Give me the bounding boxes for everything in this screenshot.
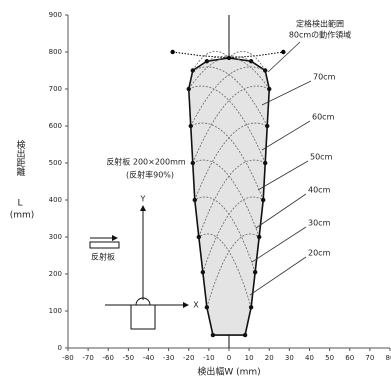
boundary-point [265, 123, 270, 129]
detection-area [187, 57, 271, 336]
range-label: 70cm [313, 73, 336, 82]
boundary-point [248, 305, 254, 310]
x-tick-label: -10 [203, 354, 214, 362]
leader-line [249, 256, 307, 296]
range-arc [192, 159, 260, 238]
x-tick-label: 70 [365, 354, 374, 362]
y-tick-label: 900 [49, 11, 62, 19]
leader-line [261, 80, 312, 106]
range-arc [188, 85, 266, 164]
x-tick-label: -50 [123, 354, 134, 362]
x-tick-label: 0 [227, 354, 231, 362]
x-tick-label: 30 [285, 354, 294, 362]
boundary-point [248, 59, 254, 64]
x-axis-label: 検出幅W (mm) [197, 366, 260, 378]
boundary-point [190, 160, 195, 166]
range-arc [192, 85, 270, 164]
boundary-point [188, 123, 193, 129]
x-tick-label: 60 [345, 354, 354, 362]
boundary-point [200, 269, 206, 275]
leader-line [251, 226, 307, 263]
range-arc [190, 122, 264, 201]
range-arc [198, 233, 252, 308]
range-arc [228, 50, 266, 71]
x-tick-label: -40 [143, 354, 154, 362]
boundary-point [190, 68, 195, 73]
max-range-line [172, 51, 284, 59]
x-tick-label: -60 [103, 354, 114, 362]
range-label: 50cm [310, 153, 333, 162]
range-arc [194, 122, 268, 201]
x-tick-label: 50 [325, 354, 334, 362]
y-axis-label: 検出距離 [15, 139, 26, 177]
range-arc [192, 66, 268, 127]
y-tick-label: 100 [49, 307, 62, 315]
axis-letter: Y [140, 195, 146, 204]
y-tick-label: 300 [49, 233, 62, 241]
leader-line [267, 41, 301, 73]
boundary-point [263, 160, 268, 166]
boundary-point [256, 234, 262, 240]
leader-line [257, 160, 309, 191]
x-tick-label: 80 [386, 354, 391, 362]
reflector [89, 241, 120, 249]
y-tick-label: 600 [49, 122, 62, 130]
annotation: 定格検出範囲 [296, 19, 344, 29]
sensor-head [135, 297, 151, 306]
range-label: 20cm [308, 249, 331, 258]
boundary-point [204, 305, 210, 310]
axis-letter: X [193, 301, 199, 310]
x-tick-label: -80 [62, 354, 73, 362]
range-label: 40cm [308, 186, 331, 195]
y-tick-label: 800 [49, 48, 62, 56]
y-tick-label: 0 [58, 344, 62, 352]
x-tick-label: 40 [305, 354, 314, 362]
reflector-label: 反射板 [91, 252, 115, 262]
range-arc [206, 55, 270, 90]
x-tick-label: -20 [183, 354, 194, 362]
x-tick-label: -30 [163, 354, 174, 362]
boundary-point [267, 86, 272, 92]
sensor-body [130, 304, 156, 330]
boundary-point [210, 332, 216, 338]
leader-line [261, 120, 311, 151]
boundary-point [196, 234, 202, 240]
range-label: 60cm [312, 113, 335, 122]
boundary-point [263, 68, 268, 73]
range-arc [206, 233, 260, 308]
x-tick-label: 10 [245, 354, 254, 362]
range-arc [190, 66, 266, 127]
annotation: 反射板 200×200mm [106, 157, 186, 167]
range-arc [188, 55, 252, 90]
y-axis-label: L [17, 199, 22, 209]
range-arc [192, 50, 230, 71]
boundary-point [186, 86, 191, 92]
range-arc [198, 159, 266, 238]
range-label: 30cm [308, 219, 331, 228]
boundary-point [192, 197, 197, 203]
range-arc [202, 196, 264, 273]
max-range-point [281, 49, 286, 55]
boundary-point [252, 269, 258, 275]
boundary-point [261, 197, 266, 203]
boundary-point [242, 332, 248, 338]
max-range-point [170, 49, 175, 55]
boundary-point [204, 59, 210, 64]
x-tick-label: 20 [265, 354, 274, 362]
x-tick-label: -70 [82, 354, 93, 362]
annotation: 80cmの動作領域 [289, 30, 351, 40]
boundary-point [226, 55, 232, 61]
range-arc [194, 196, 256, 273]
annotation: (反射率90%) [126, 170, 174, 180]
y-tick-label: 500 [49, 159, 62, 167]
y-tick-label: 700 [49, 85, 62, 93]
y-axis-label: (mm) [10, 211, 35, 221]
y-tick-label: 200 [49, 270, 62, 278]
leader-line [255, 193, 307, 229]
y-tick-label: 400 [49, 196, 62, 204]
